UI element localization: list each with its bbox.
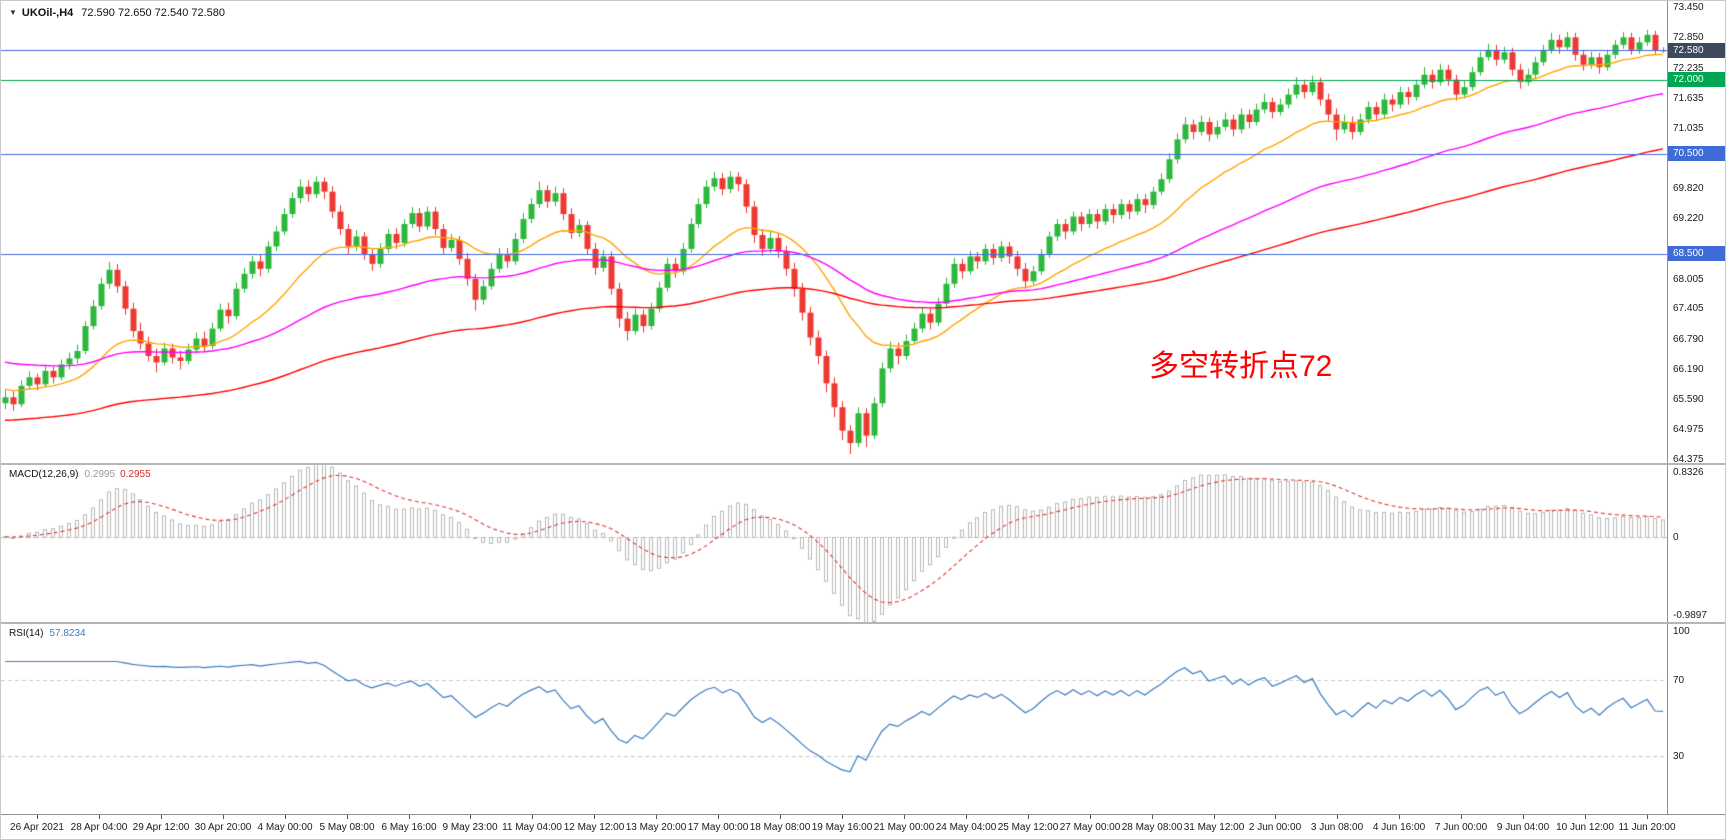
rsi-indicator-header: RSI(14) 57.8234	[9, 628, 86, 639]
time-axis-label: 18 May 08:00	[749, 822, 811, 833]
time-axis-label: 9 May 23:00	[442, 822, 498, 833]
panel-separator[interactable]	[1, 463, 1725, 465]
price-axis-label: 64.975	[1673, 424, 1704, 435]
price-axis-label: 69.220	[1673, 213, 1704, 224]
time-axis-tick	[1337, 815, 1338, 819]
rsi-panel-canvas[interactable]	[1, 624, 1667, 812]
rsi-axis-label: 30	[1673, 751, 1685, 762]
chart-text-annotation[interactable]: 多空转折点72	[1149, 350, 1333, 383]
price-chart-canvas[interactable]	[1, 1, 1667, 463]
time-axis-label: 13 May 20:00	[625, 822, 687, 833]
price-axis-label: 72.850	[1673, 32, 1704, 43]
price-axis-label: 72.235	[1673, 63, 1704, 74]
rsi-indicator-name: RSI(14)	[9, 628, 44, 639]
time-axis-label: 28 Apr 04:00	[70, 822, 128, 833]
macd-signal-value: 0.2955	[120, 469, 151, 480]
time-axis-tick	[656, 815, 657, 819]
time-axis-label: 9 Jun 04:00	[1496, 822, 1550, 833]
time-axis-tick	[718, 815, 719, 819]
symbol-period-label: UKOil-,H4	[21, 7, 74, 19]
time-axis-label: 26 Apr 2021	[10, 822, 64, 833]
time-axis-label: 31 May 12:00	[1183, 822, 1245, 833]
symbol-info-bar: ▼ UKOil-,H4 72.590 72.650 72.540 72.580	[9, 7, 225, 19]
panel-separator[interactable]	[1, 622, 1725, 624]
time-axis-label: 29 Apr 12:00	[132, 822, 190, 833]
macd-axis-label: -0.9897	[1673, 610, 1707, 621]
time-axis-label: 12 May 12:00	[563, 822, 625, 833]
time-axis-label: 11 May 04:00	[502, 822, 562, 833]
price-axis-label: 65.590	[1673, 394, 1704, 405]
time-axis-tick	[1214, 815, 1215, 819]
time-axis-label: 4 Jun 16:00	[1372, 822, 1426, 833]
rsi-axis-label: 100	[1673, 626, 1690, 637]
price-axis-label: 71.035	[1673, 123, 1704, 134]
time-axis-label: 30 Apr 20:00	[194, 822, 252, 833]
time-axis-label: 10 Jun 12:00	[1556, 822, 1614, 833]
price-axis-label: 73.450	[1673, 2, 1704, 13]
time-axis-tick	[470, 815, 471, 819]
time-axis-tick	[904, 815, 905, 819]
price-axis-label: 69.820	[1673, 183, 1704, 194]
time-axis-tick	[1461, 815, 1462, 819]
ohlc-quote-label: 72.590 72.650 72.540 72.580	[81, 7, 226, 19]
time-axis-tick	[1647, 815, 1648, 819]
macd-axis-label: 0.8326	[1673, 467, 1704, 478]
price-badge: 72.000	[1668, 72, 1725, 87]
time-axis-label: 4 May 00:00	[257, 822, 313, 833]
price-badge: 68.500	[1668, 246, 1725, 261]
price-axis-label: 66.790	[1673, 334, 1704, 345]
time-axis-label: 19 May 16:00	[811, 822, 873, 833]
time-axis-tick	[161, 815, 162, 819]
price-axis-label: 66.190	[1673, 364, 1704, 375]
time-axis-label: 5 May 08:00	[319, 822, 375, 833]
time-axis-tick	[1090, 815, 1091, 819]
one-click-trading-arrow-icon[interactable]: ▼	[9, 8, 17, 17]
time-axis-tick	[347, 815, 348, 819]
time-axis-label: 27 May 00:00	[1059, 822, 1121, 833]
price-axis-label: 64.375	[1673, 454, 1704, 465]
time-axis-tick	[1523, 815, 1524, 819]
time-axis-tick	[1275, 815, 1276, 819]
time-axis-tick	[1399, 815, 1400, 819]
price-badge: 72.580	[1668, 43, 1725, 58]
price-badge: 70.500	[1668, 146, 1725, 161]
time-axis-tick	[532, 815, 533, 819]
rsi-value: 57.8234	[49, 628, 86, 639]
time-axis-tick	[37, 815, 38, 819]
rsi-axis-label: 70	[1673, 675, 1685, 686]
time-axis-tick	[1028, 815, 1029, 819]
time-axis-tick	[966, 815, 967, 819]
time-axis-label: 17 May 00:00	[687, 822, 749, 833]
time-axis-label: 21 May 00:00	[873, 822, 935, 833]
time-axis-tick	[780, 815, 781, 819]
time-axis-tick	[99, 815, 100, 819]
time-axis-label: 2 Jun 00:00	[1248, 822, 1302, 833]
time-axis[interactable]: 26 Apr 2021 28 Apr 04:00 29 Apr 12:00 30 Ap…	[1, 814, 1725, 839]
price-axis-label: 68.005	[1673, 274, 1704, 285]
time-axis-tick	[285, 815, 286, 819]
macd-axis-label: 0	[1673, 532, 1679, 543]
time-axis-label: 7 Jun 00:00	[1434, 822, 1488, 833]
time-axis-label: 6 May 16:00	[381, 822, 437, 833]
time-axis-tick	[842, 815, 843, 819]
price-axis-label: 67.405	[1673, 303, 1704, 314]
price-axis-label: 71.635	[1673, 93, 1704, 104]
time-axis-tick	[1585, 815, 1586, 819]
time-axis-tick	[223, 815, 224, 819]
time-axis-label: 3 Jun 08:00	[1310, 822, 1364, 833]
macd-panel-canvas[interactable]	[1, 465, 1667, 622]
macd-main-value: 0.2995	[84, 469, 116, 480]
price-axis[interactable]: 73.450 72.850 72.235 71.635 71.035 69.820 69.2…	[1667, 1, 1725, 814]
time-axis-tick	[594, 815, 595, 819]
time-axis-tick	[409, 815, 410, 819]
macd-indicator-name: MACD(12,26,9)	[9, 469, 79, 480]
time-axis-label: 11 Jun 20:00	[1618, 822, 1676, 833]
time-axis-label: 25 May 12:00	[997, 822, 1059, 833]
time-axis-tick	[1152, 815, 1153, 819]
macd-indicator-header: MACD(12,26,9) 0.2995 0.2955	[9, 469, 151, 480]
time-axis-label: 28 May 08:00	[1121, 822, 1183, 833]
time-axis-label: 24 May 04:00	[935, 822, 997, 833]
